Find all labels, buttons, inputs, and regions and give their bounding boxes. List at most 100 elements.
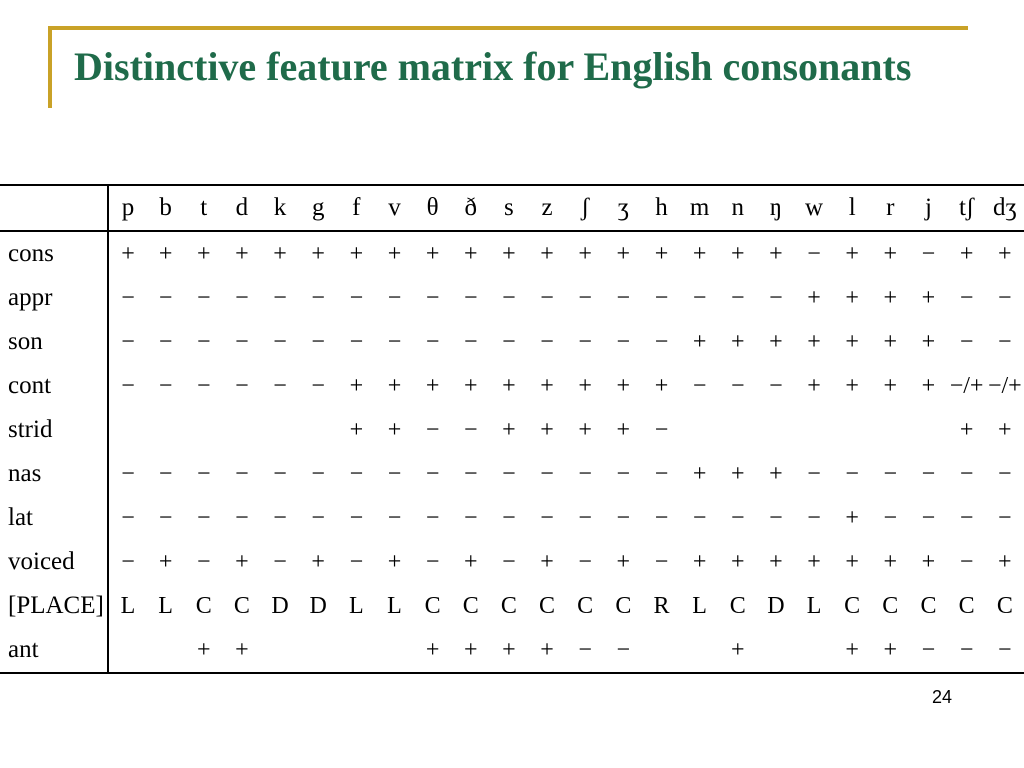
matrix-cell: −: [185, 496, 223, 540]
matrix-cell: −: [108, 452, 146, 496]
matrix-cell: [108, 408, 146, 452]
matrix-cell: +: [528, 231, 566, 276]
matrix-cell: −: [757, 276, 795, 320]
matrix-col-header: ʃ: [566, 185, 604, 231]
title-box: Distinctive feature matrix for English c…: [48, 26, 968, 108]
matrix-cell: +: [719, 628, 757, 673]
matrix-cell: +: [871, 231, 909, 276]
matrix-cell: L: [795, 584, 833, 628]
matrix-cell: −: [337, 452, 375, 496]
matrix-col-header: p: [108, 185, 146, 231]
matrix-cell: −: [681, 276, 719, 320]
matrix-cell: −: [261, 320, 299, 364]
matrix-cell: −: [719, 364, 757, 408]
matrix-cell: +: [833, 540, 871, 584]
matrix-cell: −: [414, 408, 452, 452]
matrix-cell: +: [681, 231, 719, 276]
matrix-cell: +: [909, 276, 947, 320]
matrix-cell: −: [642, 408, 680, 452]
matrix-cell: [299, 408, 337, 452]
matrix-cell: −: [223, 320, 261, 364]
matrix-cell: C: [223, 584, 261, 628]
matrix-col-header: f: [337, 185, 375, 231]
matrix-cell: −: [909, 231, 947, 276]
matrix-cell: −: [337, 320, 375, 364]
matrix-cell: −: [414, 276, 452, 320]
matrix-cell: −: [185, 364, 223, 408]
matrix-cell: −: [719, 276, 757, 320]
matrix-cell: L: [681, 584, 719, 628]
matrix-cell: −: [147, 452, 185, 496]
matrix-cell: D: [757, 584, 795, 628]
matrix-row-label: appr: [0, 276, 108, 320]
matrix-cell: −: [795, 496, 833, 540]
matrix-cell: +: [337, 231, 375, 276]
matrix-cell: C: [719, 584, 757, 628]
matrix-cell: +: [337, 364, 375, 408]
matrix-cell: −: [261, 540, 299, 584]
matrix-col-header: z: [528, 185, 566, 231]
matrix-cell: [757, 408, 795, 452]
matrix-cell: +: [566, 364, 604, 408]
matrix-cell: −: [490, 540, 528, 584]
matrix-cell: −: [604, 320, 642, 364]
matrix-cell: −: [414, 540, 452, 584]
matrix-cell: +: [871, 540, 909, 584]
matrix-row-label: ant: [0, 628, 108, 673]
matrix-cell: −: [223, 496, 261, 540]
matrix-cell: −: [299, 276, 337, 320]
slide: Distinctive feature matrix for English c…: [0, 0, 1024, 768]
matrix-cell: −: [642, 496, 680, 540]
matrix-cell: C: [604, 584, 642, 628]
matrix-cell: −: [375, 320, 413, 364]
matrix-cell: +: [719, 320, 757, 364]
matrix-cell: [147, 628, 185, 673]
matrix-cell: [833, 408, 871, 452]
matrix-col-header: v: [375, 185, 413, 231]
matrix-cell: +: [604, 408, 642, 452]
matrix-cell: −: [795, 231, 833, 276]
matrix-cell: +: [719, 231, 757, 276]
matrix-cell: −: [566, 320, 604, 364]
matrix-cell: +: [909, 320, 947, 364]
matrix-cell: −: [299, 320, 337, 364]
matrix-col-header: j: [909, 185, 947, 231]
matrix-cell: C: [909, 584, 947, 628]
matrix-cell: −: [452, 320, 490, 364]
matrix-cell: +: [566, 231, 604, 276]
matrix-cell: C: [414, 584, 452, 628]
matrix-cell: C: [452, 584, 490, 628]
matrix-cell: −: [490, 320, 528, 364]
page-number: 24: [932, 687, 952, 708]
matrix-cell: +: [986, 408, 1024, 452]
matrix-cell: +: [147, 231, 185, 276]
matrix-cell: +: [795, 540, 833, 584]
matrix-cell: [642, 628, 680, 673]
matrix-cell: −/+: [948, 364, 986, 408]
matrix-cell: +: [528, 408, 566, 452]
matrix-row: strid++−−++++−++: [0, 408, 1024, 452]
matrix-col-header: b: [147, 185, 185, 231]
matrix-cell: −: [642, 540, 680, 584]
matrix-row-label: nas: [0, 452, 108, 496]
matrix-cell: [185, 408, 223, 452]
matrix-cell: −: [185, 320, 223, 364]
matrix-cell: −: [948, 276, 986, 320]
matrix-cell: −: [414, 496, 452, 540]
matrix-col-header: l: [833, 185, 871, 231]
matrix-cell: −: [833, 452, 871, 496]
matrix-cell: [795, 628, 833, 673]
matrix-cell: −: [490, 276, 528, 320]
matrix-cell: +: [147, 540, 185, 584]
matrix-cell: C: [986, 584, 1024, 628]
matrix-cell: −: [261, 452, 299, 496]
matrix-cell: −: [375, 276, 413, 320]
matrix-col-header: ŋ: [757, 185, 795, 231]
matrix-cell: −: [757, 496, 795, 540]
matrix-cell: +: [681, 540, 719, 584]
matrix-cell: +: [528, 628, 566, 673]
matrix-cell: +: [909, 364, 947, 408]
matrix-cell: +: [566, 408, 604, 452]
matrix-row: lat−−−−−−−−−−−−−−−−−−−+−−−−: [0, 496, 1024, 540]
matrix-cell: +: [948, 231, 986, 276]
